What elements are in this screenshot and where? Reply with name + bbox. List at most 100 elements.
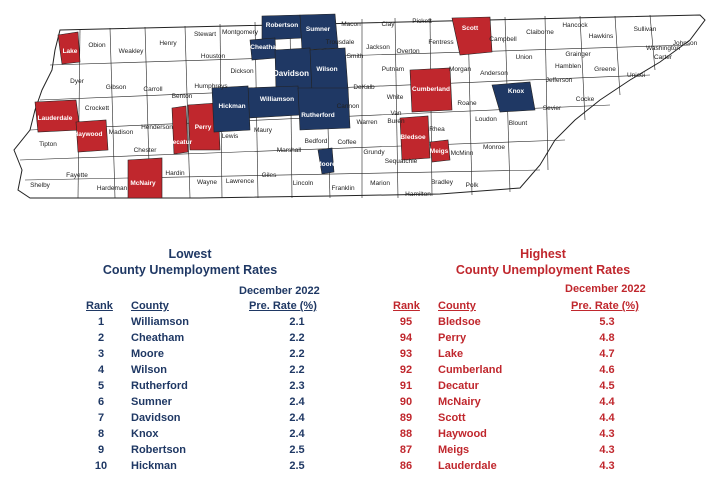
map-label-clay: Clay — [381, 21, 395, 28]
map-label-white: White — [386, 94, 404, 101]
map-label-weakley: Weakley — [118, 48, 144, 55]
map-label-vanburen: Van Buren — [387, 110, 405, 125]
map-label-obion: Obion — [88, 42, 106, 49]
map-label-shelby: Shelby — [30, 182, 50, 189]
map-label-madison: Madison — [108, 129, 134, 136]
row-rank: 92 — [399, 364, 413, 376]
map-label-cocke: Cocke — [575, 96, 595, 103]
row-county: Knox — [131, 428, 159, 440]
row-county: Scott — [438, 412, 466, 424]
county-decatur — [171, 105, 189, 155]
row-rank: 88 — [399, 428, 413, 440]
map-label-wayne: Wayne — [197, 179, 217, 186]
row-rank: 3 — [97, 348, 105, 360]
map-label-grainger: Grainger — [565, 51, 591, 58]
table-row: 2 Cheatham 2.2 — [25, 332, 355, 348]
table-row: 8 Knox 2.4 — [25, 428, 355, 444]
map-label-hawkins: Hawkins — [588, 33, 614, 40]
map-label-gibson: Gibson — [105, 84, 127, 91]
county-lake — [57, 31, 81, 65]
row-rank: 89 — [399, 412, 413, 424]
map-label-johnson: Johnson — [672, 40, 698, 47]
map-label-henderson: Henderson — [141, 124, 173, 131]
row-rate: 2.5 — [289, 444, 305, 456]
highest-title-line2: County Unemployment Rates — [455, 263, 631, 277]
map-label-macon: Macon — [341, 21, 361, 28]
map-label-anderson: Anderson — [480, 70, 508, 77]
map-label-maury: Maury — [253, 127, 273, 134]
map-label-trousdale: Trousdale — [325, 39, 355, 46]
row-county: Wilson — [131, 364, 167, 376]
map-label-fayette: Fayette — [66, 172, 88, 179]
map-label-lincoln: Lincoln — [292, 180, 314, 187]
table-row: 92 Cumberland 4.6 — [378, 364, 708, 380]
map-label-scott: Scott — [461, 25, 479, 32]
row-rank: 90 — [399, 396, 413, 408]
table-row: 90 McNairy 4.4 — [378, 396, 708, 412]
map-label-sequatchie: Sequatchie — [384, 158, 418, 165]
row-rank: 7 — [97, 412, 105, 424]
row-rate: 5.3 — [599, 316, 615, 328]
table-row: 88 Haywood 4.3 — [378, 428, 708, 444]
map-label-warren: Warren — [356, 119, 378, 126]
row-county: Williamson — [131, 316, 189, 328]
county-haywood — [75, 119, 109, 153]
row-rate: 4.4 — [599, 412, 615, 424]
map-label-pickett: Pickett — [412, 18, 432, 25]
map-label-hamblen: Hamblen — [554, 63, 582, 70]
table-row: 86 Lauderdale 4.3 — [378, 460, 708, 476]
map-label-mcminn: McMinn — [450, 150, 474, 157]
row-county: Robertson — [131, 444, 186, 456]
highest-date: December 2022 — [565, 283, 646, 295]
row-rate: 4.3 — [599, 428, 615, 440]
map-label-fentress: Fentress — [428, 39, 454, 46]
lowest-col-county: County — [131, 300, 169, 312]
row-rank: 4 — [97, 364, 105, 376]
map-label-chester: Chester — [133, 147, 157, 154]
map-label-jefferson: Jefferson — [545, 77, 573, 84]
map-label-polk: Polk — [465, 182, 479, 189]
map-label-lewis: Lewis — [221, 133, 239, 140]
row-rate: 4.3 — [599, 444, 615, 456]
row-rate: 2.2 — [289, 364, 305, 376]
row-rate: 2.3 — [289, 380, 305, 392]
map-label-claiborne: Claiborne — [526, 29, 554, 36]
map-label-overton: Overton — [396, 48, 420, 55]
map-label-haywood: Haywood — [73, 131, 103, 138]
row-rate: 2.2 — [289, 348, 305, 360]
map-label-greene: Greene — [594, 66, 616, 73]
row-rank: 95 — [399, 316, 413, 328]
row-rate: 4.8 — [599, 332, 615, 344]
table-row: 9 Robertson 2.5 — [25, 444, 355, 460]
map-label-montgomery: Montgomery — [221, 29, 259, 36]
row-rate: 2.4 — [289, 412, 305, 424]
row-rank: 87 — [399, 444, 413, 456]
map-label-robertson: Robertson — [265, 22, 299, 29]
map-label-smith: Smith — [346, 53, 364, 60]
map-label-campbell: Campbell — [489, 36, 517, 43]
row-rank: 86 — [399, 460, 413, 472]
map-label-rutherford: Rutherford — [301, 112, 335, 119]
row-rate: 4.3 — [599, 460, 615, 472]
map-label-morgan: Morgan — [448, 66, 472, 73]
row-rank: 91 — [399, 380, 413, 392]
map-label-houston: Houston — [200, 53, 226, 60]
county-sumner — [299, 13, 339, 51]
map-label-decatur: Decatur — [167, 139, 193, 146]
row-rank: 8 — [97, 428, 105, 440]
map-label-coffee: Coffee — [337, 139, 357, 146]
map-label-bradley: Bradley — [430, 179, 454, 186]
map-label-carter: Carter — [653, 54, 673, 61]
row-county: Cheatham — [131, 332, 185, 344]
map-label-hardin: Hardin — [165, 170, 185, 177]
map-label-hamilton: Hamilton — [405, 191, 431, 198]
map-label-cannon: Cannon — [336, 103, 360, 110]
map-label-dyer: Dyer — [70, 78, 84, 85]
row-county: Rutherford — [131, 380, 188, 392]
map-label-benton: Benton — [171, 93, 193, 100]
row-county: Sumner — [131, 396, 172, 408]
row-county: Davidson — [131, 412, 181, 424]
table-row: 6 Sumner 2.4 — [25, 396, 355, 412]
map-label-sumner: Sumner — [305, 26, 331, 33]
row-rate: 4.6 — [599, 364, 615, 376]
